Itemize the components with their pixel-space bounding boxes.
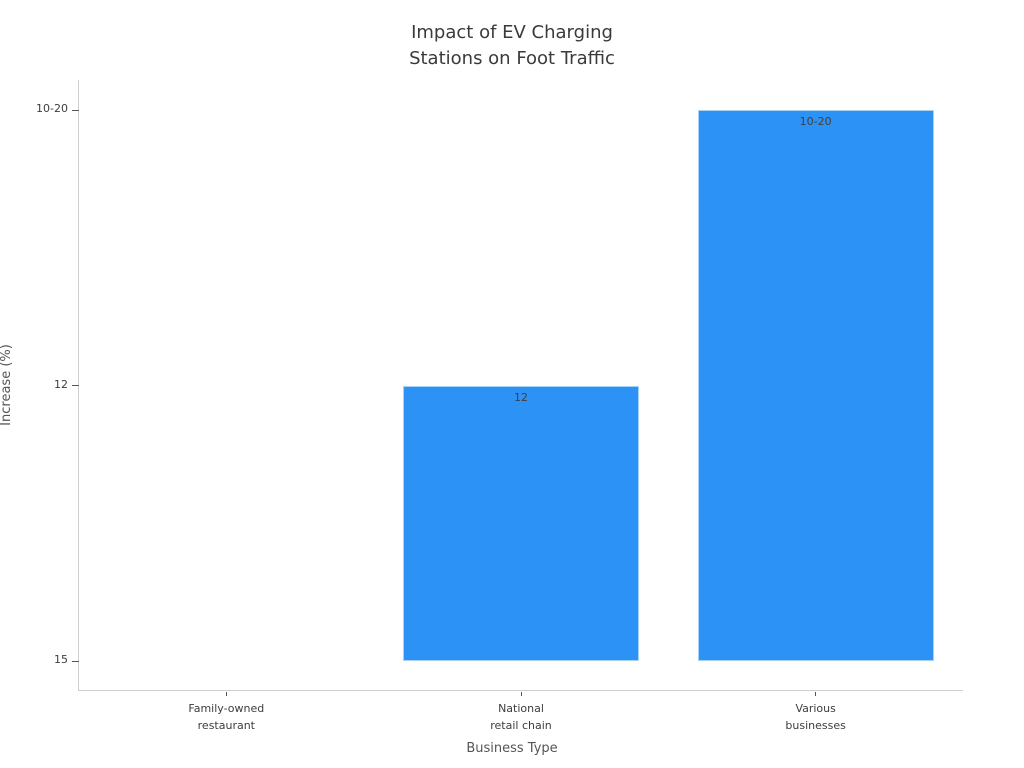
bar — [697, 110, 934, 661]
bar-value-label: 10-20 — [799, 115, 832, 128]
bar — [403, 385, 639, 661]
y-tick-label: 10-20 — [36, 102, 68, 115]
y-tick-label: 15 — [54, 653, 68, 666]
x-tick-mark — [225, 692, 227, 696]
x-tick-label: National retail chain — [490, 702, 552, 732]
x-tick-mark — [815, 692, 817, 696]
y-tick-mark — [72, 660, 79, 662]
x-tick-label: Various businesses — [785, 702, 846, 732]
x-tick-label: Family-owned restaurant — [188, 702, 265, 732]
y-tick-label: 12 — [54, 377, 68, 391]
x-axis-title: Business Type — [466, 741, 558, 756]
chart-title: Impact of EV Charging Stations on Foot T… — [409, 22, 615, 69]
x-tick-mark — [520, 692, 522, 696]
y-tick-mark — [72, 385, 79, 386]
y-tick-mark — [72, 109, 79, 111]
bar-value-label: 12 — [514, 390, 528, 404]
